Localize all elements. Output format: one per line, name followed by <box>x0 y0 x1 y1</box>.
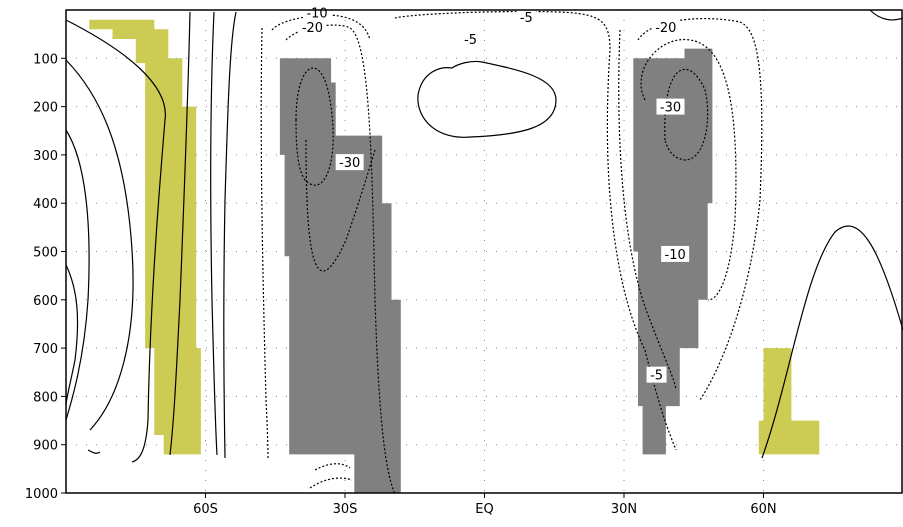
contour-line-negative <box>260 27 269 459</box>
contour-label: -30 <box>660 101 681 116</box>
y-tick-label: 900 <box>33 439 58 454</box>
contour-line-positive <box>417 60 557 138</box>
contour-line-negative <box>618 29 677 391</box>
contour-label: -5 <box>520 11 533 26</box>
shaded-region-negative <box>266 58 401 494</box>
contour-label: -10 <box>665 248 686 263</box>
contour-label-background <box>516 9 537 26</box>
axes: 100 200 300 400 500 600 700 800 900 1000 60S 30S EQ 3… <box>25 9 903 517</box>
shaded-region-positive <box>89 19 201 455</box>
x-tick-label: EQ <box>475 502 493 517</box>
contour-label: -30 <box>339 156 360 171</box>
y-tick-label: 100 <box>33 52 58 67</box>
contour-line-positive <box>869 9 903 21</box>
contour-label-background <box>335 154 364 171</box>
x-tick-label: 60S <box>193 502 218 517</box>
contour-label: -5 <box>464 33 477 48</box>
y-tick-label: 600 <box>33 294 58 309</box>
y-tick-label: 300 <box>33 149 58 164</box>
contour-label-background <box>661 245 690 262</box>
contour-label-background <box>303 4 332 21</box>
contour-label-background <box>460 30 481 47</box>
contour-label-background <box>656 98 685 115</box>
x-tick-label: 30S <box>333 502 358 517</box>
shaded-region-positive <box>758 348 820 455</box>
contour-line-negative <box>285 24 396 496</box>
significance-shading <box>89 19 820 494</box>
contour-line-negative <box>309 477 353 489</box>
contour-line-positive <box>169 11 191 456</box>
y-tick-label: 200 <box>33 101 58 116</box>
y-tick-label: 1000 <box>25 487 58 502</box>
contour-line-negative <box>664 68 709 161</box>
y-tick-label: 800 <box>33 390 58 405</box>
grid-lines <box>66 10 903 493</box>
contour-label-background <box>651 18 680 35</box>
y-tick-label: 400 <box>33 197 58 212</box>
contour-line-negative <box>640 38 737 301</box>
contour-line-positive <box>65 19 166 463</box>
contour-label: -5 <box>650 369 663 384</box>
contour-line-negative <box>637 17 763 401</box>
contour-line-positive <box>210 11 218 456</box>
contour-line-negative <box>314 463 351 471</box>
x-tick-label: 60N <box>750 502 776 517</box>
x-tick-label: 30N <box>611 502 637 517</box>
contour-line-positive <box>65 264 79 406</box>
contour-line-positive <box>65 129 90 421</box>
contour-line-positive <box>223 11 237 459</box>
contour-line-positive <box>761 225 903 459</box>
y-tick-label: 500 <box>33 246 58 261</box>
contour-labels: -10-20-5-5-20-30-30-10-5 <box>298 4 690 384</box>
contour-label-background <box>298 18 327 35</box>
contour-label: -20 <box>302 21 323 36</box>
y-tick-label: 700 <box>33 342 58 357</box>
contour-label-background <box>646 366 667 383</box>
contour-line-positive <box>65 59 134 431</box>
contour-lines <box>65 9 903 496</box>
contour-label: -20 <box>655 21 676 36</box>
contour-line-negative <box>295 67 334 186</box>
contour-line-positive <box>87 449 101 454</box>
